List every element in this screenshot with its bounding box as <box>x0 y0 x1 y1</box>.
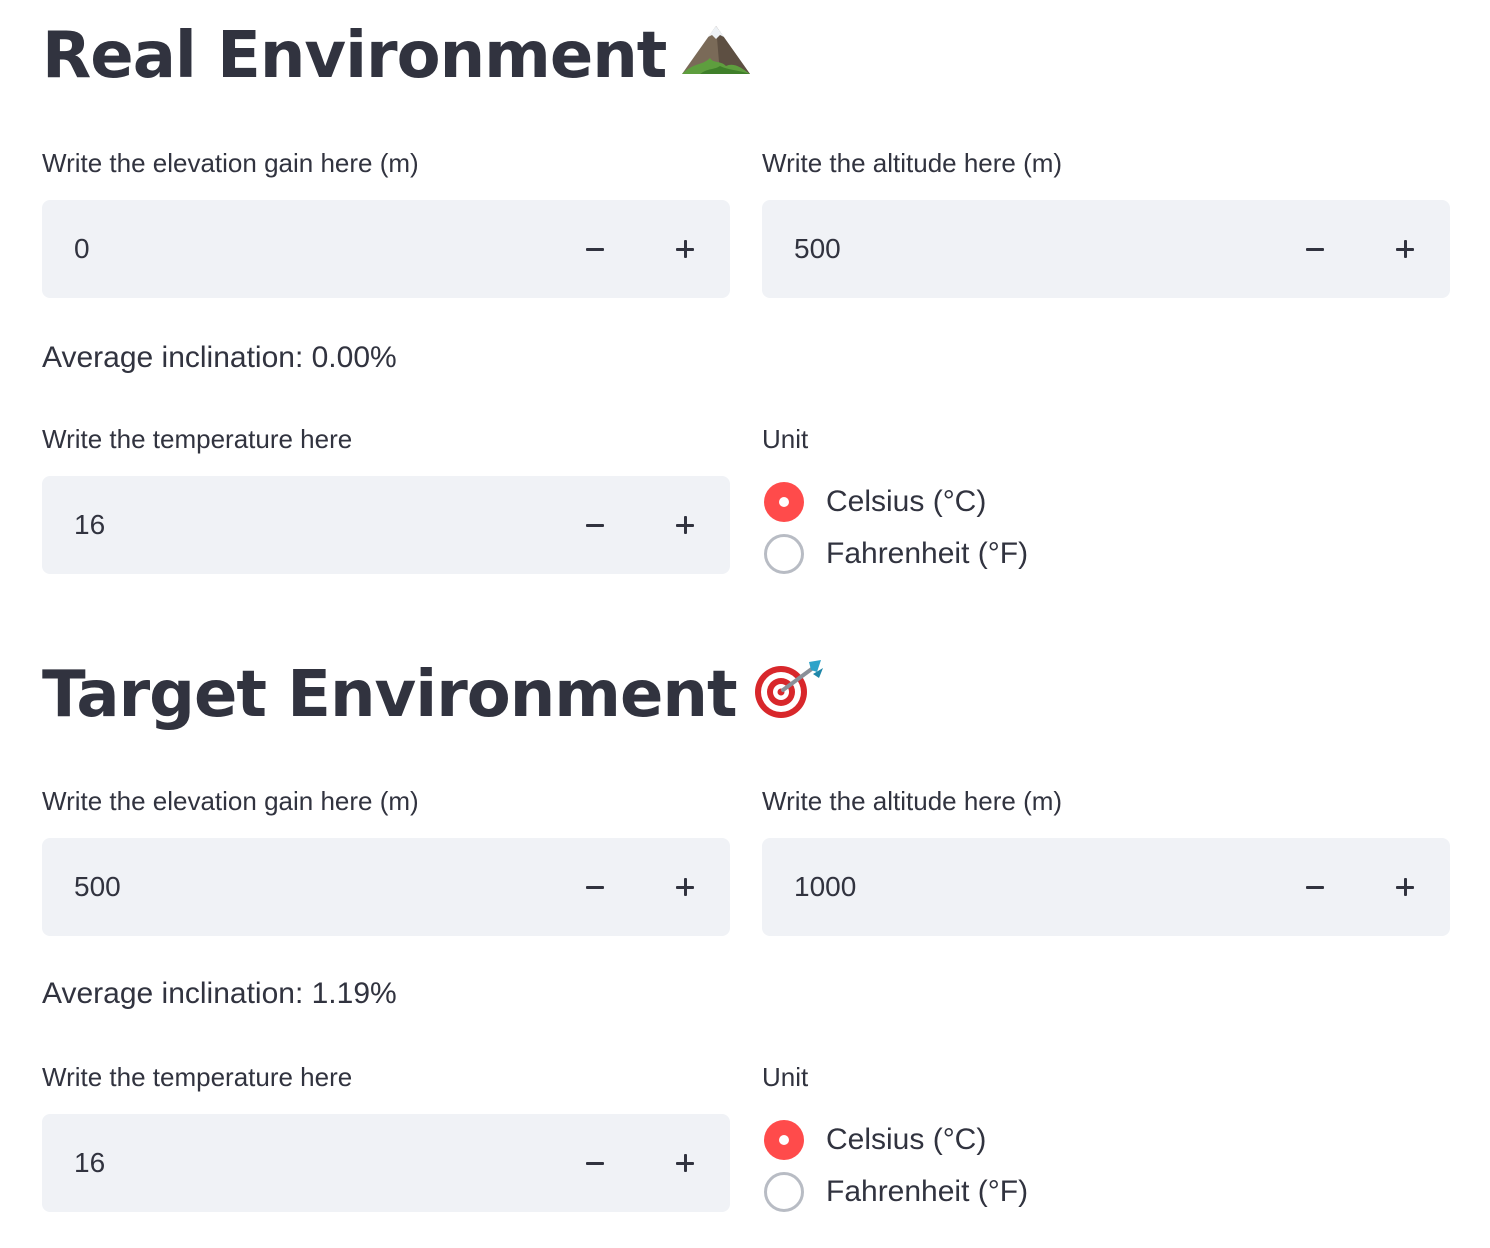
elevation-gain-stepper <box>42 838 730 936</box>
unit-label: Unit <box>762 1062 809 1092</box>
temperature-input[interactable] <box>74 1114 554 1212</box>
altitude-decrement-button[interactable] <box>1270 838 1360 936</box>
radio-label: Celsius (°C) <box>826 1123 987 1156</box>
elevation-gain-stepper <box>42 200 730 298</box>
plus-icon <box>676 240 694 258</box>
altitude-stepper <box>762 838 1450 936</box>
elevation-gain-decrement-button[interactable] <box>550 838 640 936</box>
radio-option-celsius[interactable]: Celsius (°C) <box>764 480 986 524</box>
elevation-gain-input[interactable] <box>74 838 554 936</box>
altitude-label: Write the altitude here (m) <box>762 786 1063 816</box>
elevation-gain-label: Write the elevation gain here (m) <box>42 148 419 178</box>
section-title-text: Real Environment <box>42 19 667 93</box>
average-inclination-text: Average inclination: 1.19% <box>42 977 397 1010</box>
mountain-icon <box>680 22 752 89</box>
temperature-increment-button[interactable] <box>640 476 730 574</box>
bullseye-dart-icon <box>751 658 825 731</box>
minus-icon <box>586 1161 604 1165</box>
radio-option-fahrenheit[interactable]: Fahrenheit (°F) <box>764 532 1028 576</box>
temperature-stepper <box>42 476 730 574</box>
minus-icon <box>1306 885 1324 889</box>
radio-unchecked-icon <box>764 534 804 574</box>
altitude-increment-button[interactable] <box>1360 838 1450 936</box>
plus-icon <box>1396 240 1414 258</box>
radio-label: Fahrenheit (°F) <box>826 537 1029 570</box>
elevation-gain-decrement-button[interactable] <box>550 200 640 298</box>
radio-checked-icon <box>764 482 804 522</box>
radio-unchecked-icon <box>764 1172 804 1212</box>
plus-icon <box>1396 878 1414 896</box>
minus-icon <box>586 885 604 889</box>
minus-icon <box>1306 247 1324 251</box>
elevation-gain-increment-button[interactable] <box>640 838 730 936</box>
radio-label: Celsius (°C) <box>826 485 987 518</box>
temperature-decrement-button[interactable] <box>550 1114 640 1212</box>
minus-icon <box>586 523 604 527</box>
section-title: Target Environment <box>42 660 825 735</box>
elevation-gain-label: Write the elevation gain here (m) <box>42 786 419 816</box>
temperature-label: Write the temperature here <box>42 424 353 454</box>
plus-icon <box>676 1154 694 1172</box>
average-inclination-text: Average inclination: 0.00% <box>42 341 397 374</box>
altitude-decrement-button[interactable] <box>1270 200 1360 298</box>
temperature-increment-button[interactable] <box>640 1114 730 1212</box>
altitude-input[interactable] <box>794 200 1274 298</box>
section-title: Real Environment <box>42 24 752 93</box>
temperature-stepper <box>42 1114 730 1212</box>
altitude-label: Write the altitude here (m) <box>762 148 1063 178</box>
unit-label: Unit <box>762 424 809 454</box>
altitude-increment-button[interactable] <box>1360 200 1450 298</box>
altitude-input[interactable] <box>794 838 1274 936</box>
elevation-gain-input[interactable] <box>74 200 554 298</box>
radio-checked-icon <box>764 1120 804 1160</box>
minus-icon <box>586 247 604 251</box>
altitude-stepper <box>762 200 1450 298</box>
plus-icon <box>676 878 694 896</box>
temperature-label: Write the temperature here <box>42 1062 353 1092</box>
radio-option-celsius[interactable]: Celsius (°C) <box>764 1118 986 1162</box>
plus-icon <box>676 516 694 534</box>
temperature-input[interactable] <box>74 476 554 574</box>
temperature-decrement-button[interactable] <box>550 476 640 574</box>
section-title-text: Target Environment <box>42 658 738 733</box>
elevation-gain-increment-button[interactable] <box>640 200 730 298</box>
radio-option-fahrenheit[interactable]: Fahrenheit (°F) <box>764 1170 1028 1214</box>
radio-label: Fahrenheit (°F) <box>826 1175 1029 1208</box>
